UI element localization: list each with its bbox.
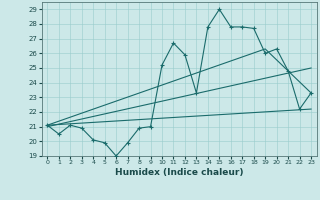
X-axis label: Humidex (Indice chaleur): Humidex (Indice chaleur) xyxy=(115,168,244,177)
